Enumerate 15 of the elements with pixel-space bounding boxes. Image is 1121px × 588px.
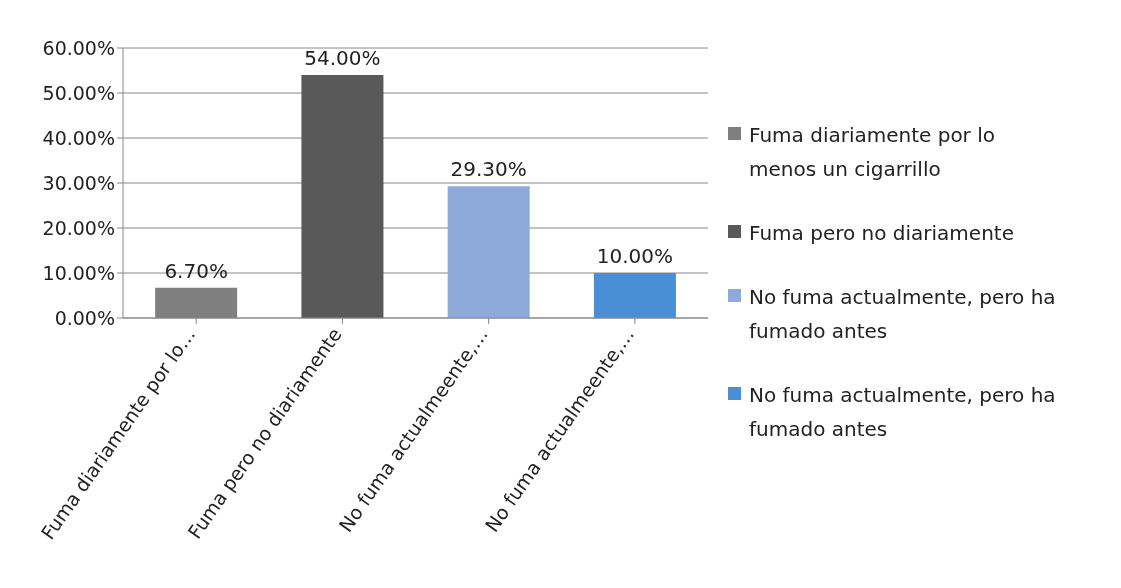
data-label: 29.30% — [450, 157, 527, 182]
y-tick-label: 50.00% — [42, 81, 115, 104]
data-label: 54.00% — [304, 46, 381, 70]
legend-label: Fuma diariamente por lo menos un cigarrillo — [749, 122, 996, 183]
y-tick-label: 30.00% — [42, 171, 115, 194]
y-tick-label: 60.00% — [42, 36, 115, 59]
data-label: 10.00% — [596, 244, 674, 268]
y-tick-label: 40.00% — [42, 126, 115, 149]
legend-label: Fuma pero no diariamente — [749, 220, 1015, 247]
y-tick-label: 20.00% — [42, 216, 115, 239]
y-tick-label: 0.00% — [54, 306, 115, 329]
y-tick-label: 10.00% — [42, 261, 115, 284]
legend-label: No fuma actualmente, pero ha fumado antes — [749, 284, 1057, 345]
data-label: 6.70% — [164, 258, 228, 283]
legend-label: No fuma actualmente, pero ha fumado antes — [749, 382, 1057, 443]
